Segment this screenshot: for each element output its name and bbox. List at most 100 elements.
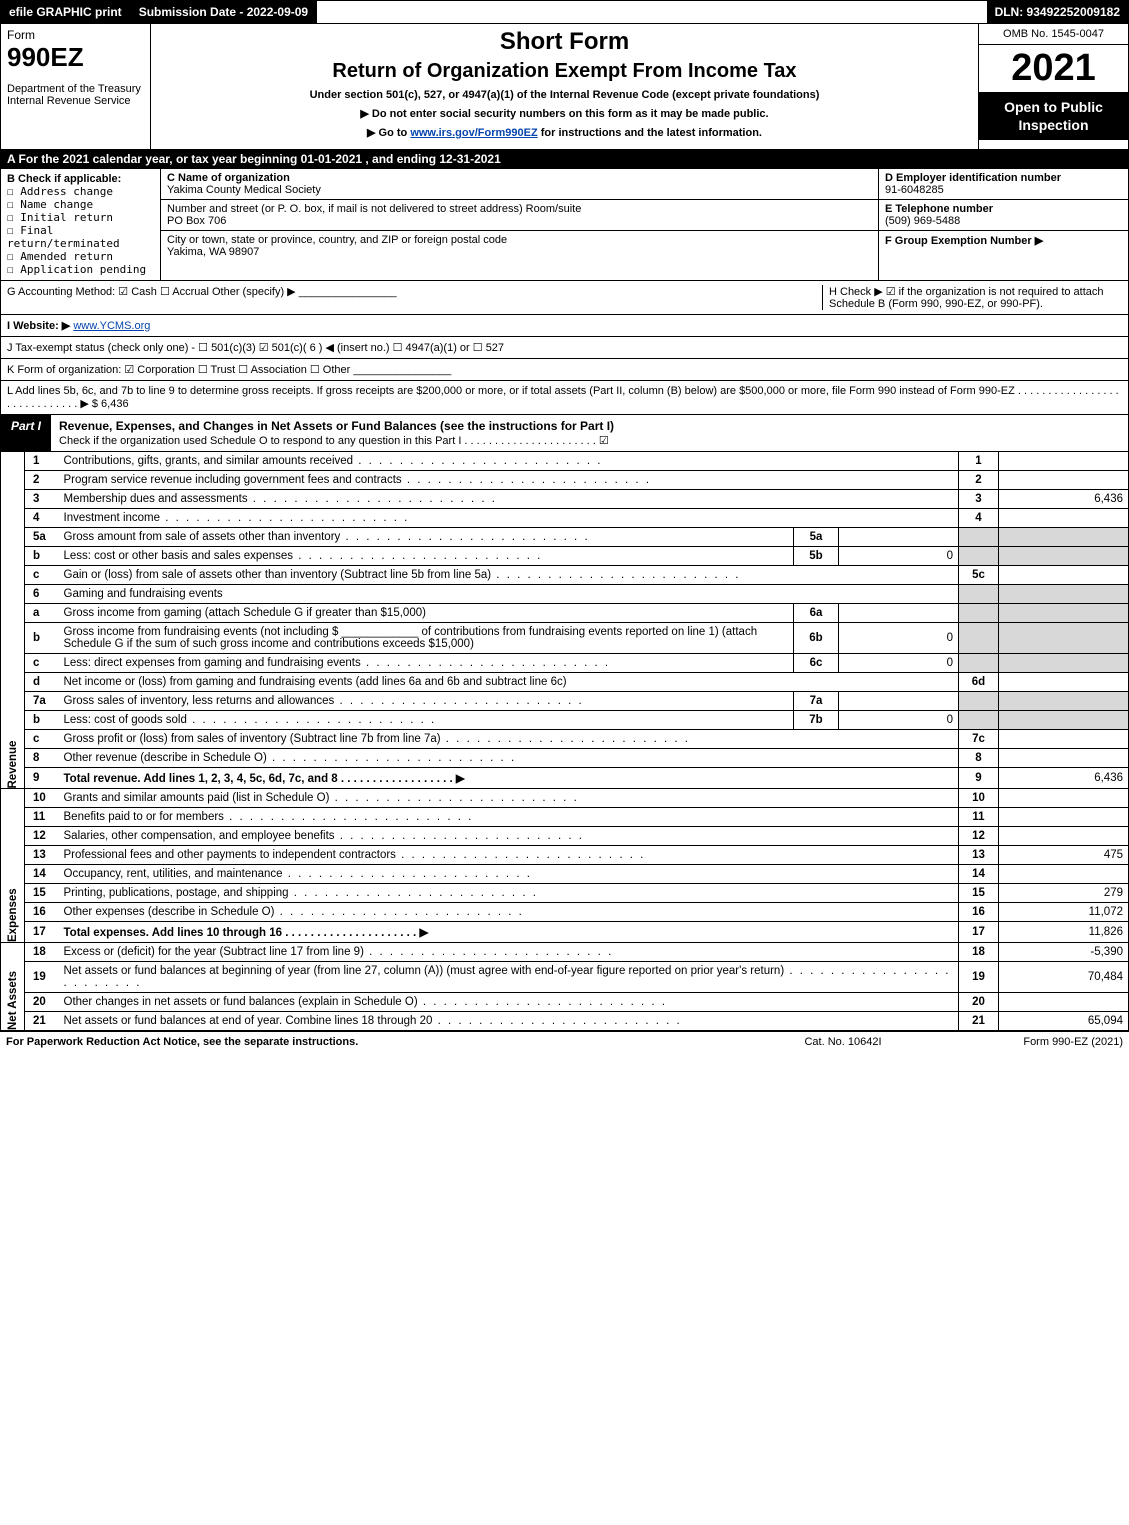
line-num: b [25, 547, 59, 566]
footer-left: For Paperwork Reduction Act Notice, see … [6, 1036, 743, 1048]
rt-val [999, 566, 1129, 585]
f-lbl: F Group Exemption Number ▶ [885, 235, 1043, 247]
section-a: A For the 2021 calendar year, or tax yea… [0, 149, 1129, 169]
box-num: 7b [794, 711, 839, 730]
website-link[interactable]: www.YCMS.org [73, 320, 150, 332]
footer-right: Form 990-EZ (2021) [943, 1036, 1123, 1048]
line-num: 15 [25, 884, 59, 903]
table-row: b Less: cost or other basis and sales ex… [1, 547, 1129, 566]
rt-num: 11 [959, 808, 999, 827]
rt-val: 65,094 [999, 1012, 1129, 1031]
gh-row: G Accounting Method: ☑ Cash ☐ Accrual Ot… [0, 281, 1129, 315]
rt-num: 2 [959, 471, 999, 490]
line-desc: Other changes in net assets or fund bala… [59, 993, 959, 1012]
e-row: E Telephone number (509) 969-5488 [879, 200, 1128, 231]
line-desc: Less: cost or other basis and sales expe… [59, 547, 794, 566]
rt-num: 17 [959, 922, 999, 943]
box-val: 0 [839, 547, 959, 566]
d-row: D Employer identification number 91-6048… [879, 169, 1128, 200]
table-row: b Gross income from fundraising events (… [1, 623, 1129, 654]
line-num: d [25, 673, 59, 692]
box-val [839, 604, 959, 623]
netassets-side: Net Assets [1, 943, 25, 1031]
table-row: 21 Net assets or fund balances at end of… [1, 1012, 1129, 1031]
b-opt-4[interactable]: ☐ Amended return [7, 250, 154, 263]
line-desc: Total expenses. Add lines 10 through 16 … [59, 922, 959, 943]
line-desc: Printing, publications, postage, and shi… [59, 884, 959, 903]
part1-check: Check if the organization used Schedule … [59, 435, 609, 447]
rt-shade [999, 604, 1129, 623]
line-desc: Investment income [59, 509, 959, 528]
rt-shade [959, 604, 999, 623]
rt-val: 11,072 [999, 903, 1129, 922]
line-num: c [25, 730, 59, 749]
sub-instr-2: ▶ Do not enter social security numbers o… [155, 107, 974, 120]
line-desc: Other revenue (describe in Schedule O) [59, 749, 959, 768]
line-num: b [25, 711, 59, 730]
box-val [839, 692, 959, 711]
form-right-block: OMB No. 1545-0047 2021 Open to Public In… [978, 24, 1128, 149]
table-row: 17 Total expenses. Add lines 10 through … [1, 922, 1129, 943]
line-num: 19 [25, 962, 59, 993]
line-num: 4 [25, 509, 59, 528]
line-desc: Program service revenue including govern… [59, 471, 959, 490]
table-row: 15 Printing, publications, postage, and … [1, 884, 1129, 903]
b-opt-5[interactable]: ☐ Application pending [7, 263, 154, 276]
rt-shade [959, 623, 999, 654]
table-row: 6 Gaming and fundraising events [1, 585, 1129, 604]
line-desc: Gross income from fundraising events (no… [59, 623, 794, 654]
b-opt-1[interactable]: ☐ Name change [7, 198, 154, 211]
rt-shade [959, 528, 999, 547]
revenue-side: Revenue [1, 452, 25, 789]
b-opt-2[interactable]: ☐ Initial return [7, 211, 154, 224]
rt-val [999, 789, 1129, 808]
rt-val [999, 673, 1129, 692]
rt-val [999, 749, 1129, 768]
b-opt-0[interactable]: ☐ Address change [7, 185, 154, 198]
table-row: 20 Other changes in net assets or fund b… [1, 993, 1129, 1012]
line-desc: Grants and similar amounts paid (list in… [59, 789, 959, 808]
line-num: 3 [25, 490, 59, 509]
section-b: B Check if applicable: ☐ Address change … [1, 169, 161, 280]
rt-num: 4 [959, 509, 999, 528]
sub3-pre: ▶ Go to [367, 127, 410, 139]
line-desc: Less: cost of goods sold [59, 711, 794, 730]
line-num: 20 [25, 993, 59, 1012]
table-row: 12 Salaries, other compensation, and emp… [1, 827, 1129, 846]
part1-header: Part I Revenue, Expenses, and Changes in… [0, 415, 1129, 452]
section-i: I Website: ▶ www.YCMS.org [0, 315, 1129, 337]
line-desc: Net assets or fund balances at end of ye… [59, 1012, 959, 1031]
b-opt-3[interactable]: ☐ Final return/terminated [7, 224, 154, 250]
rt-val [999, 865, 1129, 884]
info-block: B Check if applicable: ☐ Address change … [0, 169, 1129, 281]
table-row: d Net income or (loss) from gaming and f… [1, 673, 1129, 692]
rt-shade [959, 654, 999, 673]
line-num: 11 [25, 808, 59, 827]
efile-print[interactable]: efile GRAPHIC print [1, 1, 131, 23]
table-row: c Gain or (loss) from sale of assets oth… [1, 566, 1129, 585]
rt-val [999, 471, 1129, 490]
rt-num: 8 [959, 749, 999, 768]
table-row: 8 Other revenue (describe in Schedule O)… [1, 749, 1129, 768]
table-row: 3 Membership dues and assessments 3 6,43… [1, 490, 1129, 509]
rt-num: 9 [959, 768, 999, 789]
line-desc: Contributions, gifts, grants, and simila… [59, 452, 959, 471]
irs-label: Internal Revenue Service [7, 95, 144, 107]
irs-link[interactable]: www.irs.gov/Form990EZ [410, 127, 537, 139]
form-title-block: Short Form Return of Organization Exempt… [151, 24, 978, 149]
rt-num: 12 [959, 827, 999, 846]
line-desc: Net income or (loss) from gaming and fun… [59, 673, 959, 692]
e-val: (509) 969-5488 [885, 215, 960, 227]
section-k: K Form of organization: ☑ Corporation ☐ … [0, 359, 1129, 381]
line-num: 10 [25, 789, 59, 808]
line-num: 12 [25, 827, 59, 846]
section-c: C Name of organization Yakima County Med… [161, 169, 878, 280]
rt-shade [999, 547, 1129, 566]
rt-val [999, 730, 1129, 749]
rt-num: 18 [959, 943, 999, 962]
table-row: 7a Gross sales of inventory, less return… [1, 692, 1129, 711]
box-val [839, 528, 959, 547]
rt-val: -5,390 [999, 943, 1129, 962]
line-num: 17 [25, 922, 59, 943]
tax-year: 2021 [979, 45, 1128, 92]
